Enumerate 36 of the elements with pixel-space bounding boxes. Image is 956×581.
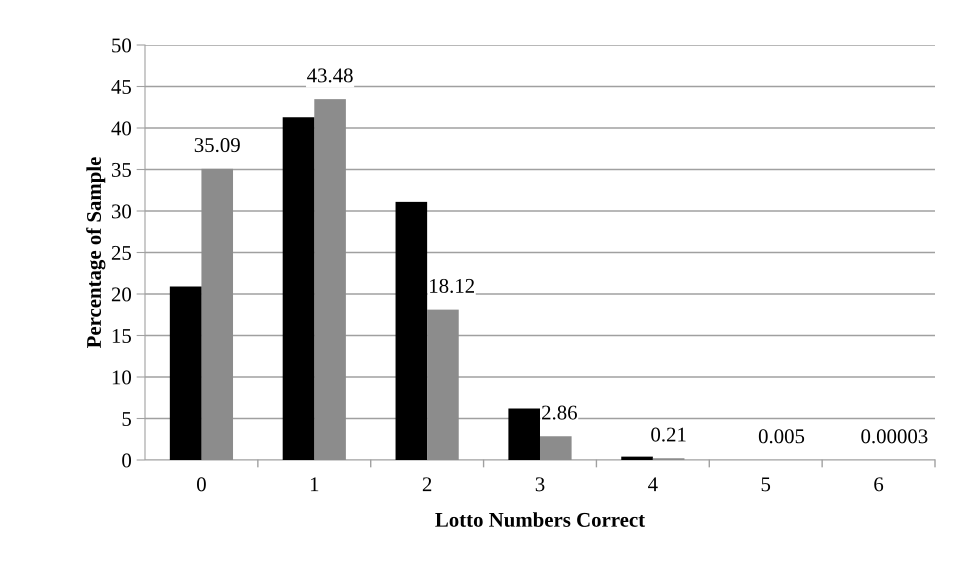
- x-tick-label: 3: [536, 477, 544, 492]
- y-tick-label: 45: [111, 80, 131, 94]
- bar: [314, 99, 346, 460]
- y-tick-label: 20: [112, 287, 132, 302]
- x-tick-label: 0: [197, 477, 206, 492]
- data-label: 0.21: [651, 428, 686, 442]
- y-tick-label: 10: [112, 370, 132, 384]
- bar: [201, 168, 234, 460]
- y-tick-label: 35: [112, 162, 131, 177]
- x-tick-label: 5: [762, 477, 770, 492]
- y-tick-label: 25: [112, 246, 131, 260]
- bar: [396, 202, 428, 460]
- y-tick-label: 40: [111, 121, 132, 136]
- data-label: 0.005: [758, 429, 804, 444]
- data-label: 35.09: [194, 138, 240, 152]
- y-tick-label: 15: [112, 328, 131, 343]
- y-tick-label: 5: [122, 412, 131, 426]
- x-tick-label: 2: [422, 477, 432, 492]
- bar: [540, 436, 572, 460]
- x-tick-label: 6: [874, 477, 884, 492]
- y-axis-title: Percentage of Sample: [86, 157, 106, 348]
- y-tick-label: 50: [112, 38, 132, 52]
- bar: [170, 286, 202, 460]
- bar: [427, 310, 459, 460]
- y-tick-label: 30: [112, 204, 132, 218]
- x-tick-label: 1: [310, 477, 318, 492]
- bar: [508, 408, 540, 460]
- data-label: 18.12: [430, 278, 474, 294]
- data-label: 0.00003: [861, 429, 928, 444]
- bar: [621, 456, 653, 460]
- x-axis-title: Lotto Numbers Correct: [435, 512, 646, 527]
- data-label: 2.86: [542, 406, 577, 420]
- bar: [282, 117, 314, 460]
- y-tick-label: 0: [122, 453, 132, 468]
- x-tick-label: 4: [648, 477, 658, 492]
- data-label: 43.48: [307, 68, 353, 83]
